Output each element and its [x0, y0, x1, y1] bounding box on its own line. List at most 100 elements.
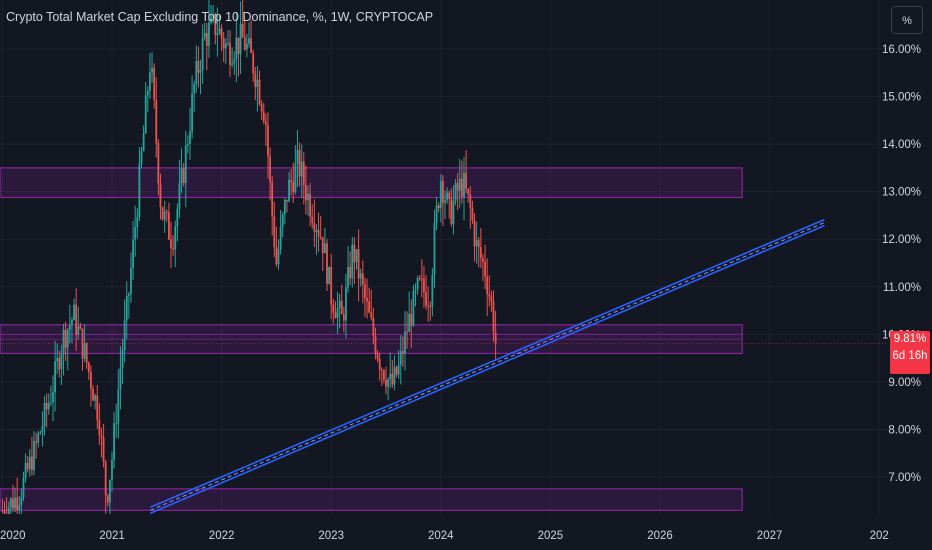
candle-body — [16, 497, 19, 511]
candle-body — [446, 192, 449, 201]
candle-body — [58, 357, 61, 370]
candle-body — [75, 304, 78, 335]
candle-body — [429, 306, 432, 308]
candle-body — [71, 319, 73, 325]
y-tick-label: 11.00% — [883, 282, 921, 294]
candle-body — [220, 28, 223, 39]
candle-body — [60, 353, 63, 370]
candle-body — [252, 52, 255, 74]
candle-body — [456, 183, 459, 191]
unit-button[interactable]: % — [891, 6, 923, 34]
candle-body — [163, 211, 166, 220]
candle-body — [425, 292, 427, 306]
trendline-center[interactable] — [150, 222, 825, 511]
candle-body — [458, 178, 461, 191]
candle-body — [406, 331, 408, 333]
last-price-label: 9.81% 6d 16h — [890, 331, 930, 374]
candle-body — [130, 267, 132, 294]
candle-body — [134, 227, 137, 240]
y-tick-label: 8.00% — [888, 424, 921, 436]
candle-body — [302, 161, 305, 185]
candle-body — [52, 392, 54, 403]
candle-body — [45, 403, 48, 410]
candle-body — [342, 314, 345, 321]
candle-body — [305, 184, 307, 201]
candle-body — [208, 22, 210, 46]
candle-body — [9, 498, 12, 508]
candle-body — [149, 72, 151, 91]
candle-body — [239, 23, 242, 55]
candle-body — [254, 73, 257, 88]
candle-body — [20, 497, 23, 506]
candle-body — [283, 199, 286, 215]
candle-body — [328, 266, 330, 285]
candle-body — [157, 143, 160, 184]
candle-body — [321, 237, 324, 254]
candle-body — [146, 90, 149, 96]
candle-body — [229, 42, 231, 65]
trendline-edge[interactable] — [150, 218, 825, 509]
candle-body — [256, 79, 259, 88]
countdown: 6d 16h — [892, 350, 928, 362]
candle-body — [24, 462, 27, 478]
trendline-layer[interactable] — [150, 218, 825, 515]
candle-body — [492, 301, 495, 333]
candle-body — [113, 423, 116, 460]
candle-body — [172, 247, 175, 250]
candle-body — [250, 38, 253, 53]
candle-body — [39, 432, 42, 434]
candle-body — [123, 320, 126, 351]
candle-body — [431, 275, 434, 307]
candle-body — [28, 456, 31, 470]
x-axis[interactable]: 2020 2021 2022 2023 2024 2025 2026 2027 202 — [0, 514, 932, 550]
candle-body — [214, 14, 217, 36]
candle-body — [165, 211, 168, 213]
y-tick-label: 16.00% — [882, 44, 921, 56]
candle-body — [98, 419, 101, 436]
last-price-value: 9.81% — [893, 333, 927, 345]
candle-body — [416, 278, 419, 290]
candle-body — [14, 497, 16, 509]
candle-body — [43, 403, 46, 427]
candle-body — [267, 125, 269, 157]
candle-body — [83, 343, 86, 359]
candle-body — [465, 172, 467, 189]
y-axis[interactable]: 16.00%15.00%14.00%13.00%12.00%11.00%10.0… — [882, 0, 932, 550]
candle-body — [203, 32, 206, 39]
candle-body — [269, 156, 271, 183]
candle-body — [73, 304, 75, 320]
candle-body — [237, 37, 240, 55]
candle-body — [212, 14, 215, 17]
candle-body — [132, 239, 134, 268]
candle-body — [364, 284, 366, 299]
x-axis-background — [0, 514, 932, 550]
candle-body — [385, 379, 387, 387]
candle-body — [279, 226, 282, 250]
candle-body — [205, 32, 208, 46]
candle-body — [85, 343, 88, 363]
candle-body — [96, 395, 99, 420]
x-tick-label: 2021 — [99, 530, 125, 542]
candle-body — [151, 67, 153, 73]
candle-body — [418, 278, 421, 280]
candle-body — [248, 38, 250, 44]
candle-body — [353, 244, 356, 263]
x-tick-label: 2022 — [209, 530, 235, 542]
candle-body — [486, 276, 489, 295]
candles-layer — [0, 0, 888, 535]
candle-body — [454, 183, 457, 201]
candle-body — [176, 208, 179, 227]
candle-body — [452, 200, 455, 224]
candle-body — [111, 459, 113, 480]
candle-body — [399, 351, 402, 365]
candle-body — [26, 462, 29, 470]
candle-body — [296, 149, 299, 165]
trendline-edge[interactable] — [150, 224, 825, 515]
candle-body — [471, 207, 474, 221]
chart-title: Crypto Total Market Cap Excluding Top 10… — [6, 10, 434, 24]
candle-body — [317, 230, 320, 237]
candle-body — [31, 456, 33, 471]
candle-body — [104, 461, 107, 496]
